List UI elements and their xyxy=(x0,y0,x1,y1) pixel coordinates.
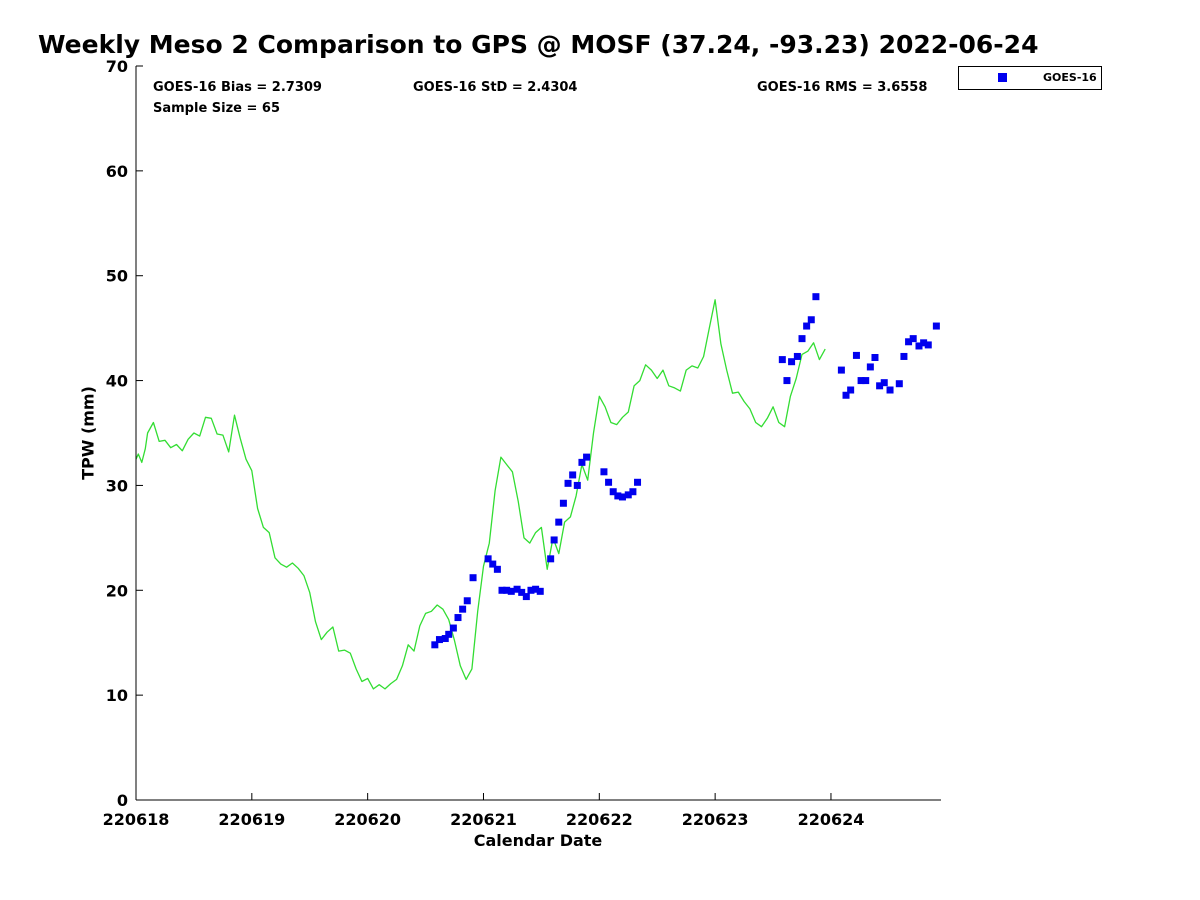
y-tick-label: 50 xyxy=(106,267,128,286)
x-tick-label: 220620 xyxy=(334,810,401,829)
goes16-point xyxy=(463,597,471,605)
goes16-point xyxy=(905,338,913,346)
goes16-point xyxy=(895,380,903,388)
rms-stat: GOES-16 RMS = 3.6558 xyxy=(757,80,928,95)
x-tick-label: 220621 xyxy=(450,810,517,829)
goes16-point xyxy=(493,565,501,573)
goes16-point xyxy=(573,481,581,489)
std-stat: GOES-16 StD = 2.4304 xyxy=(413,80,578,95)
goes16-point xyxy=(532,585,540,593)
goes16-point xyxy=(527,586,535,594)
goes16-point xyxy=(518,588,526,596)
goes16-point xyxy=(431,641,439,649)
goes16-point xyxy=(629,488,637,496)
legend: GOES-16 xyxy=(958,66,1102,90)
goes16-point xyxy=(915,342,923,350)
goes16-point xyxy=(498,586,506,594)
y-tick-label: 20 xyxy=(106,581,128,600)
x-tick-label: 220623 xyxy=(682,810,749,829)
goes16-point xyxy=(788,358,796,366)
goes16-point xyxy=(536,587,544,595)
goes16-point xyxy=(522,593,530,601)
goes16-point xyxy=(857,377,865,385)
y-axis-label: TPW (mm) xyxy=(78,386,98,480)
goes16-point xyxy=(569,471,577,479)
goes16-point xyxy=(555,518,563,526)
goes16-point xyxy=(812,293,820,301)
x-tick-label: 220618 xyxy=(103,810,170,829)
goes16-point xyxy=(842,391,850,399)
y-tick-label: 0 xyxy=(117,791,128,810)
goes16-point xyxy=(564,479,572,487)
x-axis-label: Calendar Date xyxy=(473,831,603,850)
goes16-point xyxy=(837,366,845,374)
gps-series xyxy=(135,299,826,690)
goes16-point xyxy=(920,339,928,347)
goes16-point xyxy=(489,560,497,568)
chart-title: Weekly Meso 2 Comparison to GPS @ MOSF (… xyxy=(38,30,1039,59)
bias-stat: GOES-16 Bias = 2.7309 xyxy=(153,80,322,95)
goes16-point xyxy=(618,493,626,501)
goes16-point xyxy=(852,351,860,359)
goes16-point xyxy=(435,636,443,644)
goes16-point xyxy=(783,377,791,385)
goes16-point xyxy=(880,379,888,387)
goes16-point xyxy=(624,491,632,499)
x-tick-label: 220622 xyxy=(566,810,633,829)
y-tick-label: 30 xyxy=(106,476,128,495)
y-tick-label: 70 xyxy=(106,57,128,76)
goes16-point xyxy=(924,341,932,349)
goes16-point xyxy=(614,492,622,500)
goes16-point xyxy=(469,574,477,582)
goes16-point xyxy=(459,605,467,613)
goes16-point xyxy=(484,555,492,563)
goes16-point xyxy=(445,630,453,638)
goes16-point xyxy=(847,386,855,394)
goes16-point xyxy=(600,468,608,476)
goes16-point xyxy=(507,587,515,595)
goes16-point xyxy=(798,335,806,343)
x-tick-label: 220624 xyxy=(798,810,865,829)
goes16-point xyxy=(793,352,801,360)
goes16-point xyxy=(909,335,917,343)
goes16-point xyxy=(866,363,874,371)
goes16-point xyxy=(900,352,908,360)
legend-marker-icon xyxy=(998,73,1007,82)
goes16-point xyxy=(803,322,811,330)
goes16-point xyxy=(634,478,642,486)
goes16-point xyxy=(454,614,462,622)
gps-line xyxy=(135,299,826,690)
y-tick-label: 40 xyxy=(106,372,128,391)
goes16-point xyxy=(583,453,591,461)
goes16-point xyxy=(876,382,884,390)
goes16-point xyxy=(449,624,457,632)
legend-label: GOES-16 xyxy=(1043,71,1097,84)
goes16-point xyxy=(862,377,870,385)
y-tick-label: 60 xyxy=(106,162,128,181)
axis-ticks: 0 10 20 30 40 50 60 70 220618 220619 220620 220621 2… xyxy=(103,57,865,829)
goes16-point xyxy=(886,386,894,394)
goes16-point xyxy=(550,536,558,544)
goes16-point xyxy=(871,354,879,362)
y-tick-label: 10 xyxy=(106,686,128,705)
goes16-point xyxy=(513,585,521,593)
goes16-point xyxy=(547,555,555,563)
goes16-point xyxy=(778,356,786,364)
goes16-point xyxy=(605,478,613,486)
goes16-point xyxy=(807,316,815,324)
goes16-point xyxy=(932,322,940,330)
goes16-point xyxy=(559,499,567,507)
sample-size-stat: Sample Size = 65 xyxy=(153,101,281,116)
goes16-point xyxy=(503,586,511,594)
goes16-point xyxy=(609,488,617,496)
goes16-point xyxy=(578,458,586,466)
x-tick-label: 220619 xyxy=(218,810,285,829)
axes-frame xyxy=(136,66,941,800)
goes16-point xyxy=(441,635,449,643)
goes16-series xyxy=(431,293,940,649)
